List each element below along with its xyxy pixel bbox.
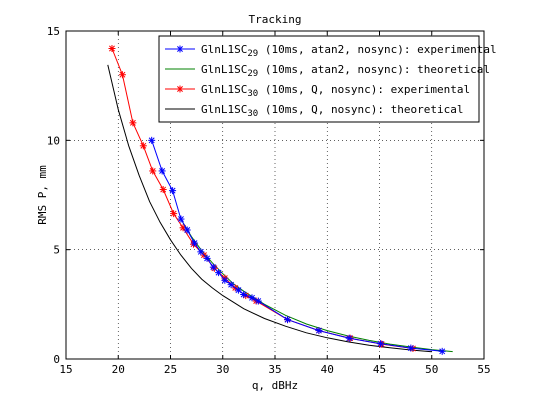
series-3-point	[108, 44, 116, 52]
x-tick-label: 20	[112, 363, 125, 376]
series-1-point	[158, 167, 166, 175]
legend-label-subscript: 30	[247, 109, 258, 119]
x-tick-label: 25	[164, 363, 177, 376]
x-tick-label: 15	[59, 363, 72, 376]
series-1-point	[221, 276, 229, 284]
legend-label: GlnL1SC30 (10ms, Q, nosync): experimenta…	[201, 83, 470, 99]
series-layer	[107, 44, 453, 355]
series-1-point	[315, 327, 323, 335]
legend: GlnL1SC29 (10ms, atan2, nosync): experim…	[158, 35, 497, 123]
series-1-point	[407, 344, 415, 352]
series-1	[148, 136, 446, 355]
legend-label-subscript: 30	[247, 89, 258, 99]
series-1-point	[203, 254, 211, 262]
legend-box	[158, 35, 480, 123]
series-1-point	[377, 340, 385, 348]
series-3-point	[179, 224, 187, 232]
x-tick-label: 45	[373, 363, 386, 376]
y-tick-label: 0	[53, 353, 60, 366]
series-1-point	[169, 187, 177, 195]
series-1-point	[284, 316, 292, 324]
series-1-point	[438, 347, 446, 355]
series-1-point	[191, 239, 199, 247]
y-tick-label: 5	[53, 244, 60, 257]
legend-label: GlnL1SC29 (10ms, atan2, nosync): experim…	[201, 43, 497, 59]
series-1-line	[151, 140, 443, 352]
legend-entry: GlnL1SC30 (10ms, Q, nosync): experimenta…	[165, 83, 470, 99]
legend-marker	[176, 85, 184, 93]
series-2-line	[180, 218, 453, 353]
series-1-point	[148, 136, 156, 144]
x-tick-label: 50	[425, 363, 438, 376]
series-3-point	[159, 186, 167, 194]
series-1-point	[209, 263, 217, 271]
x-tick-label: 35	[268, 363, 281, 376]
y-axis-label: RMS P, mm	[36, 165, 49, 225]
legend-entry: GlnL1SC29 (10ms, atan2, nosync): experim…	[165, 43, 497, 59]
legend-label-rest: (10ms, Q, nosync): theoretical	[258, 103, 463, 116]
legend-entry: GlnL1SC30 (10ms, Q, nosync): theoretical	[165, 103, 464, 119]
series-1-point	[248, 294, 256, 302]
x-axis-label: q, dBHz	[252, 379, 298, 392]
chart-title: Tracking	[249, 13, 302, 26]
series-1-point	[234, 286, 242, 294]
y-tick-label: 10	[47, 134, 60, 147]
legend-label-base: GlnL1SC	[201, 43, 247, 56]
series-1-point	[254, 297, 262, 305]
series-1-point	[345, 334, 353, 342]
series-1-point	[197, 248, 205, 256]
series-3-point	[149, 167, 157, 175]
legend-label-rest: (10ms, atan2, nosync): experimental	[258, 43, 496, 56]
series-1-point	[183, 226, 191, 234]
legend-label-subscript: 29	[247, 69, 258, 79]
legend-label: GlnL1SC29 (10ms, atan2, nosync): theoret…	[201, 63, 490, 79]
series-4	[107, 64, 432, 353]
series-4-line	[107, 64, 432, 353]
legend-marker	[176, 45, 184, 53]
series-1-point	[240, 290, 248, 298]
legend-label-base: GlnL1SC	[201, 83, 247, 96]
x-tick-label: 40	[321, 363, 334, 376]
legend-label-base: GlnL1SC	[201, 63, 247, 76]
series-3-point	[118, 71, 126, 79]
legend-label-rest: (10ms, Q, nosync): experimental	[258, 83, 470, 96]
series-1-point	[215, 269, 223, 277]
x-tick-label: 30	[216, 363, 229, 376]
series-2	[180, 218, 453, 353]
series-1-point	[227, 281, 235, 289]
series-3-point	[129, 119, 137, 127]
legend-label-rest: (10ms, atan2, nosync): theoretical	[258, 63, 490, 76]
series-3-point	[139, 142, 147, 150]
series-1-point	[177, 215, 185, 223]
legend-entry: GlnL1SC29 (10ms, atan2, nosync): theoret…	[165, 63, 490, 79]
tick-layer: 15 20 25 30 35 40 45 50 55 0 5 10 15	[47, 25, 491, 376]
x-tick-label: 55	[477, 363, 490, 376]
grid-layer	[66, 31, 484, 359]
legend-label: GlnL1SC30 (10ms, Q, nosync): theoretical	[201, 103, 464, 119]
legend-label-subscript: 29	[247, 49, 258, 59]
legend-label-base: GlnL1SC	[201, 103, 247, 116]
series-3-point	[170, 210, 178, 218]
y-tick-label: 15	[47, 25, 60, 38]
